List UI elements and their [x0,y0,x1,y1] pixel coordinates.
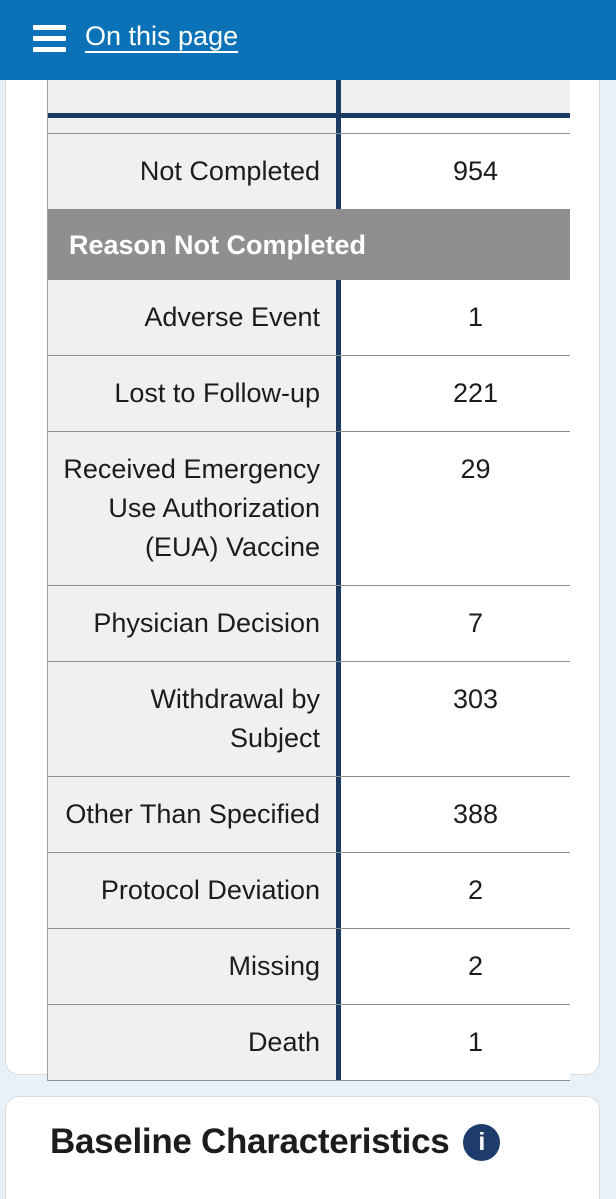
table-row: Lost to Follow-up 221 [48,356,570,432]
baseline-characteristics-card [5,1096,600,1199]
row-header-cell: Other Than Specified [48,777,341,852]
row-header-cell: Physician Decision [48,586,341,661]
value-cell: 954 [341,134,570,209]
table-row: Other Than Specified 388 [48,777,570,853]
hamburger-icon[interactable] [33,25,66,52]
value-cell: 29 [341,432,570,585]
value-cell: 7 [341,586,570,661]
value-cell: 2 [341,929,570,1004]
on-this-page-link[interactable]: On this page [85,21,239,51]
table-row [48,118,570,134]
participant-flow-table: Not Completed 954 Reason Not Completed Adve… [47,80,570,1081]
table-row: Not Completed 954 [48,134,570,210]
value-cell: 303 [341,662,570,776]
value-cell: 221 [341,356,570,431]
row-header-cell: Lost to Follow-up [48,356,341,431]
hamburger-bar [33,47,66,52]
row-header-cell [48,80,341,113]
row-header-cell: Missing [48,929,341,1004]
value-cell: 1 [341,1005,570,1080]
table-row: Missing 2 [48,929,570,1005]
table-row: Received Emergency Use Authorization (EU… [48,432,570,586]
table-row [48,80,570,113]
table-row: Withdrawal by Subject 303 [48,662,570,777]
table-section-header-row: Reason Not Completed [48,210,570,280]
row-header-cell: Not Completed [48,134,341,209]
table-row: Death 1 [48,1005,570,1081]
table-row: Protocol Deviation 2 [48,853,570,929]
app-header: On this page [0,0,616,80]
row-header-cell: Death [48,1005,341,1080]
table-row: Adverse Event 1 [48,280,570,356]
baseline-characteristics-heading: Baseline Characteristics i [50,1122,501,1162]
table-row: Physician Decision 7 [48,586,570,662]
value-cell: 388 [341,777,570,852]
row-header-cell: Protocol Deviation [48,853,341,928]
value-cell: 2 [341,853,570,928]
info-icon[interactable]: i [463,1123,501,1161]
value-cell [341,80,570,113]
section-header-label: Reason Not Completed [69,229,367,260]
section-title: Baseline Characteristics [50,1122,450,1161]
row-header-cell [48,118,341,133]
value-cell: 1 [341,280,570,355]
table-section-divider [48,113,570,118]
hamburger-bar [33,25,66,30]
row-header-cell: Received Emergency Use Authorization (EU… [48,432,341,585]
value-cell [341,118,570,133]
row-header-cell: Withdrawal by Subject [48,662,341,776]
hamburger-bar [33,36,66,41]
row-header-cell: Adverse Event [48,280,341,355]
